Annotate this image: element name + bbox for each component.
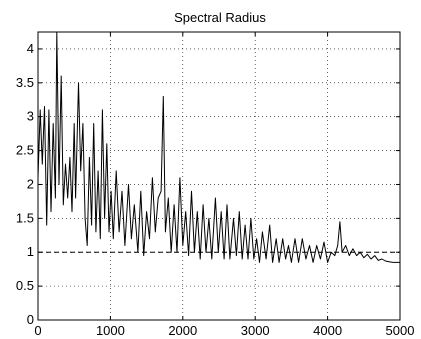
x-tick-label: 5000 — [386, 323, 415, 338]
y-tick-label: 3.5 — [16, 75, 34, 90]
y-tick-label: 2.5 — [16, 143, 34, 158]
y-tick-label: 1 — [27, 244, 34, 259]
y-tick-label: 1.5 — [16, 210, 34, 225]
ticks — [37, 32, 401, 321]
x-tick-label: 2000 — [168, 323, 197, 338]
y-tick-label: 0.5 — [16, 278, 34, 293]
x-tick-label: 3000 — [241, 323, 270, 338]
y-tick-label: 0 — [27, 312, 34, 327]
y-tick-label: 2 — [27, 176, 34, 191]
chart-title: Spectral Radius — [174, 10, 266, 25]
x-tick-labels: 0 1000 2000 3000 4000 5000 — [34, 323, 414, 338]
x-tick-label: 4000 — [313, 323, 342, 338]
y-tick-label: 4 — [27, 41, 34, 56]
series-line — [37, 31, 400, 263]
x-tick-label: 1000 — [96, 323, 125, 338]
x-tick-label: 0 — [34, 323, 41, 338]
plot-frame — [37, 31, 401, 321]
y-tick-label: 3 — [27, 109, 34, 124]
y-tick-labels: 0 0.5 1 1.5 2 2.5 3 3.5 4 — [16, 41, 34, 327]
series-group — [37, 31, 400, 263]
